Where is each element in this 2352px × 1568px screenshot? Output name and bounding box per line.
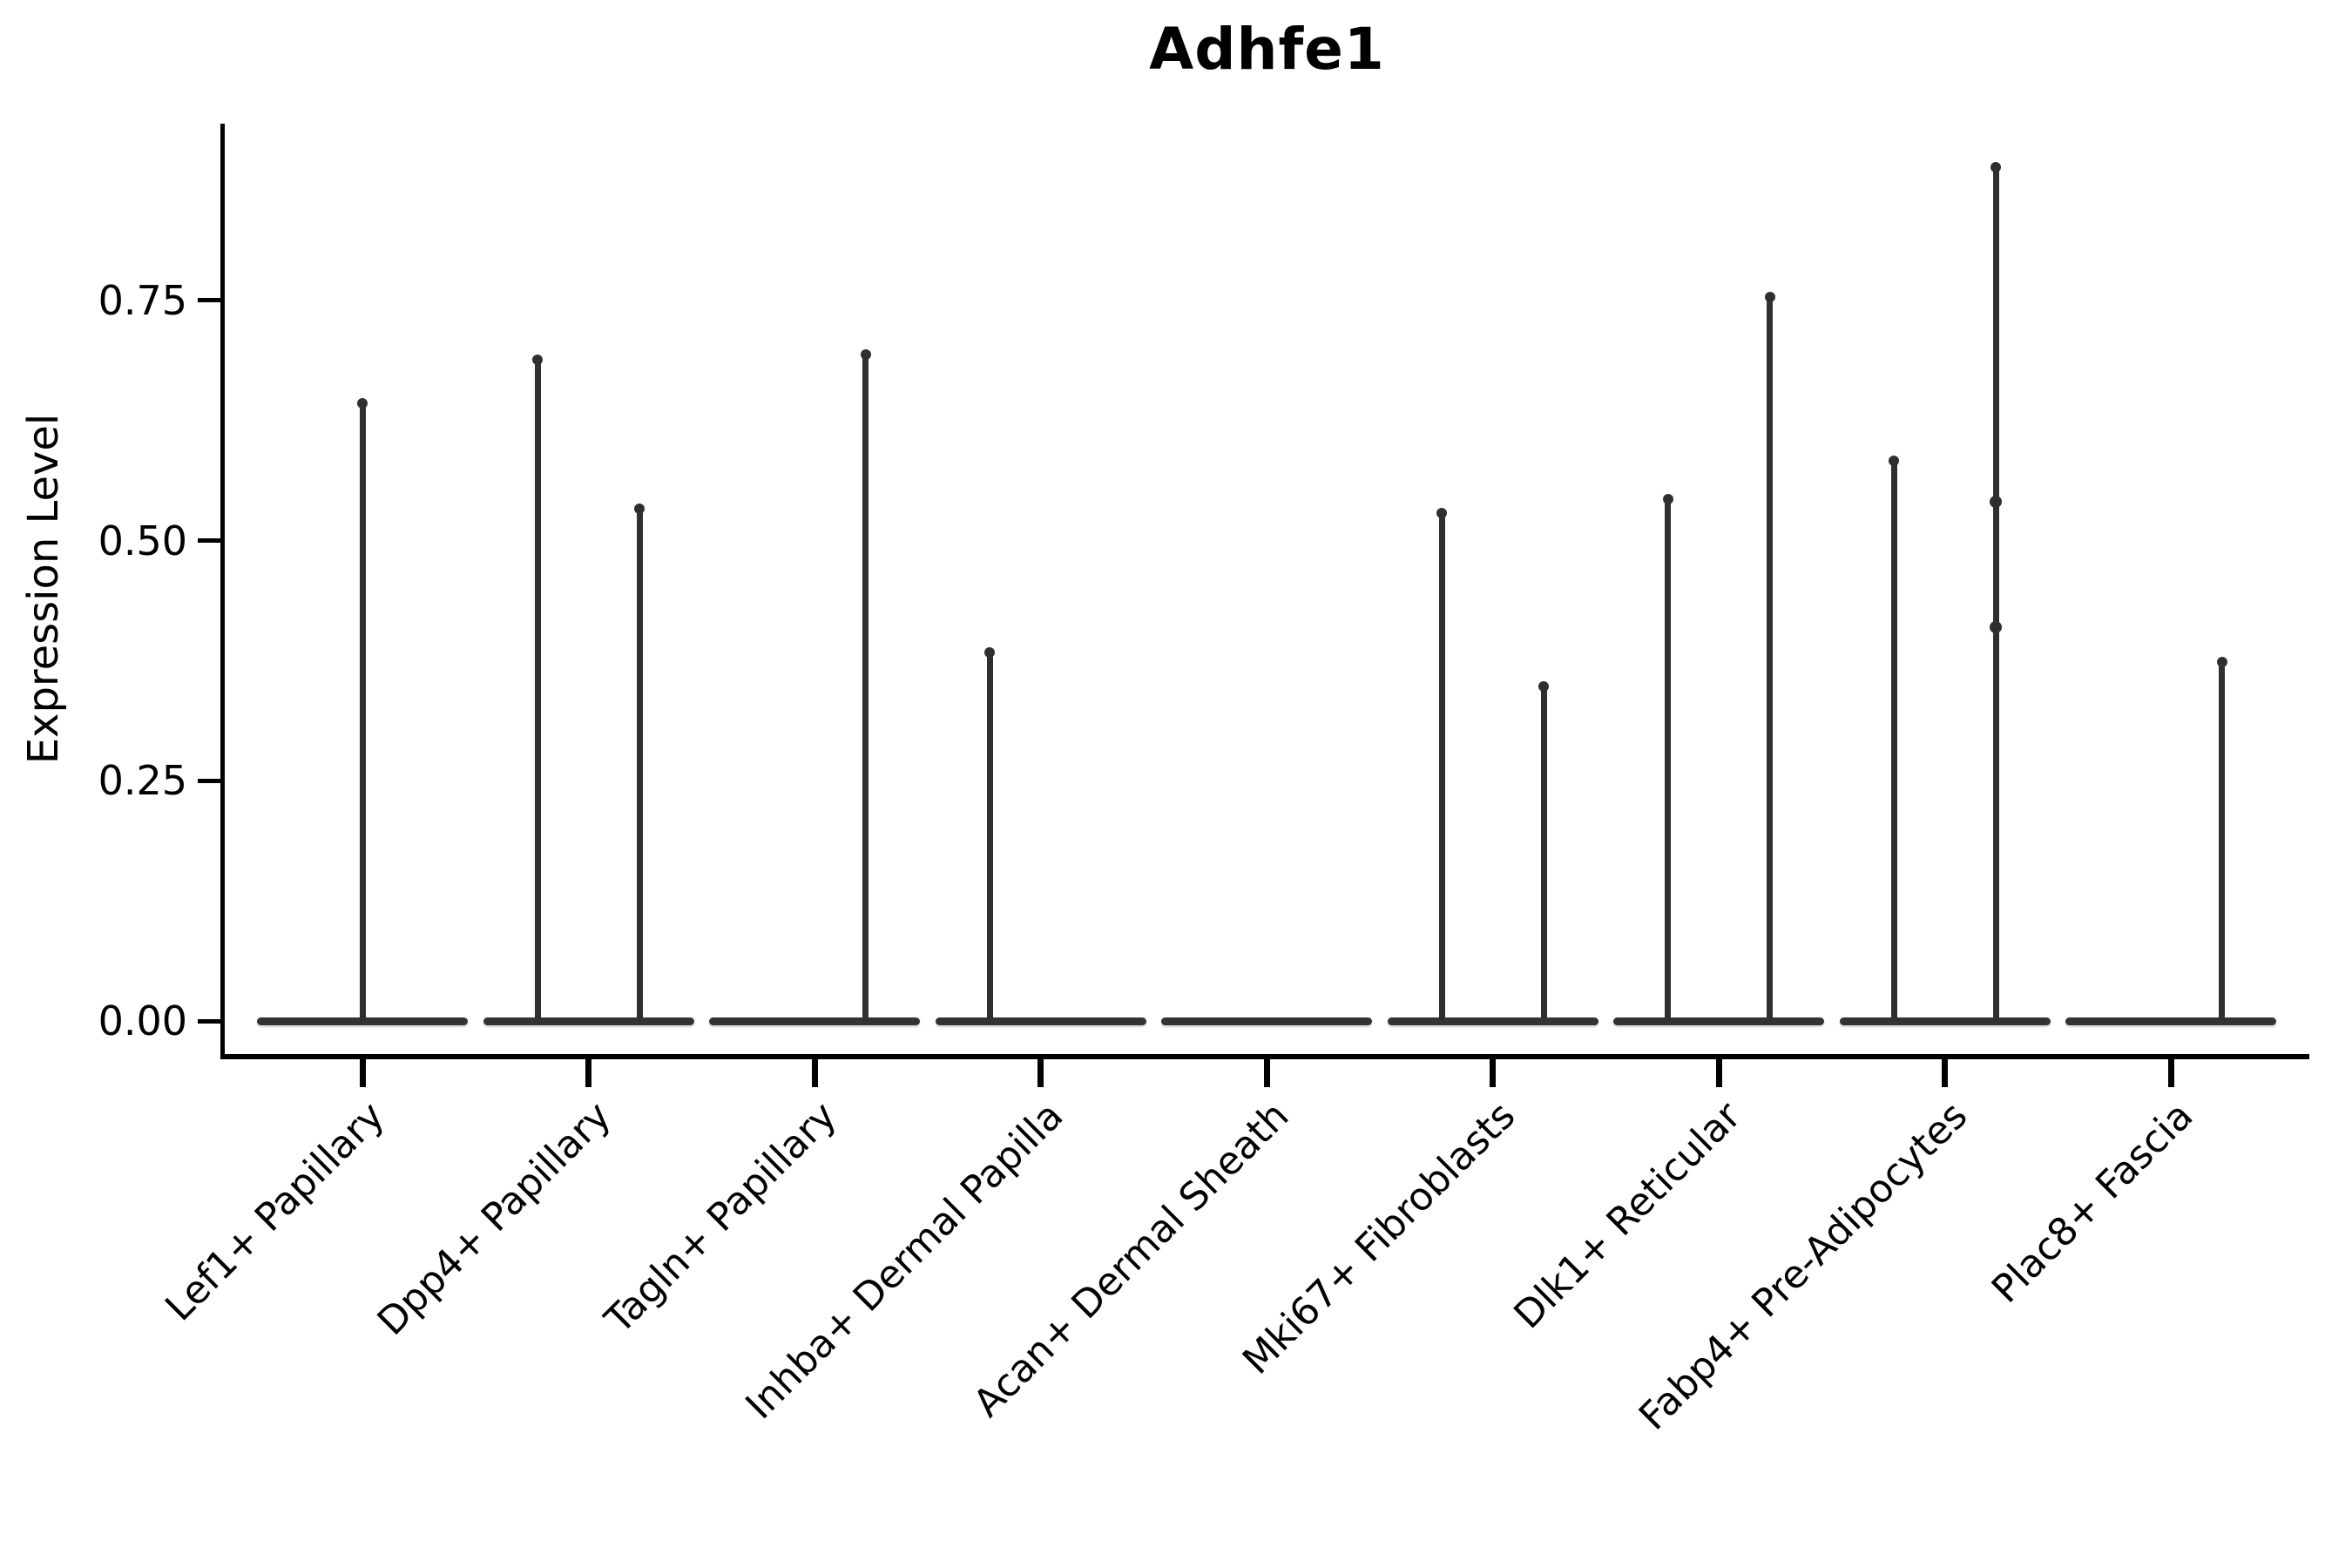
spike-max-knob [1662, 493, 1673, 504]
violin-spike [359, 401, 366, 1021]
violin-spike [1665, 497, 1671, 1021]
violin-spike [862, 353, 868, 1021]
spike-max-knob [532, 354, 543, 365]
spike-density-bump [1990, 496, 2002, 509]
x-tick-mark [811, 1059, 818, 1087]
y-tick-label: 0.75 [98, 276, 187, 324]
spike-max-knob [1436, 508, 1447, 519]
spike-max-knob [1889, 455, 1899, 466]
violin-spike [1992, 166, 1999, 1021]
violin-baseline [935, 1017, 1146, 1025]
y-axis-line [220, 124, 225, 1059]
spike-density-bump [1990, 620, 2002, 633]
x-tick-label: Dlk1+ Reticular [1505, 1093, 1750, 1338]
x-tick-label: Acan+ Dermal Sheath [964, 1093, 1298, 1426]
x-tick-mark [1490, 1059, 1496, 1087]
x-tick-label: Fabp4+ Pre-Adipocytes [1630, 1093, 1976, 1439]
violin-spike [1890, 458, 1897, 1021]
violin-spike [1540, 684, 1547, 1021]
violin-baseline [1387, 1017, 1598, 1025]
violin-spike [1438, 511, 1445, 1021]
x-tick-mark [1715, 1059, 1722, 1087]
violin-spike [986, 651, 993, 1021]
violin-baseline [1613, 1017, 1824, 1025]
chart-title: Adhfe1 [1149, 16, 1385, 83]
spike-max-knob [634, 503, 645, 514]
spike-max-knob [1764, 292, 1775, 303]
y-tick-mark [198, 538, 220, 543]
x-tick-mark [1037, 1059, 1044, 1087]
x-tick-mark [359, 1059, 366, 1087]
spike-max-knob [860, 349, 871, 361]
x-tick-mark [1942, 1059, 1948, 1087]
violin-baseline [1161, 1017, 1372, 1025]
violin-spike [534, 357, 541, 1021]
violin-baseline [257, 1017, 468, 1025]
spike-max-knob [984, 647, 995, 659]
violin-spike [636, 506, 643, 1021]
y-tick-label: 0.00 [98, 997, 187, 1044]
y-tick-mark [198, 298, 220, 303]
x-tick-label: Tagln+ Papillary [596, 1093, 846, 1342]
y-tick-label: 0.50 [98, 517, 187, 564]
violin-baseline [1839, 1017, 2051, 1025]
violin-spike [1767, 295, 1773, 1021]
x-tick-label: Inhba+ Dermal Papilla [736, 1093, 1071, 1429]
violin-spike [2219, 660, 2225, 1021]
y-tick-mark [198, 778, 220, 783]
x-tick-label: Plac8+ Fascia [1983, 1093, 2202, 1312]
spike-max-knob [1990, 162, 2001, 173]
x-tick-label: Dpp4+ Papillary [368, 1093, 619, 1344]
spike-max-knob [1538, 680, 1549, 692]
x-tick-label: Mki67+ Fibroblasts [1233, 1093, 1524, 1383]
violin-baseline [709, 1017, 920, 1025]
x-tick-mark [1263, 1059, 1270, 1087]
spike-max-knob [2216, 657, 2227, 668]
spike-max-knob [357, 397, 368, 409]
violin-baseline [2065, 1017, 2276, 1025]
x-axis-line [220, 1054, 2309, 1059]
y-tick-mark [198, 1018, 220, 1024]
y-tick-label: 0.25 [98, 757, 187, 805]
x-tick-mark [585, 1059, 591, 1087]
violin-baseline [483, 1017, 694, 1025]
x-tick-mark [2167, 1059, 2174, 1087]
